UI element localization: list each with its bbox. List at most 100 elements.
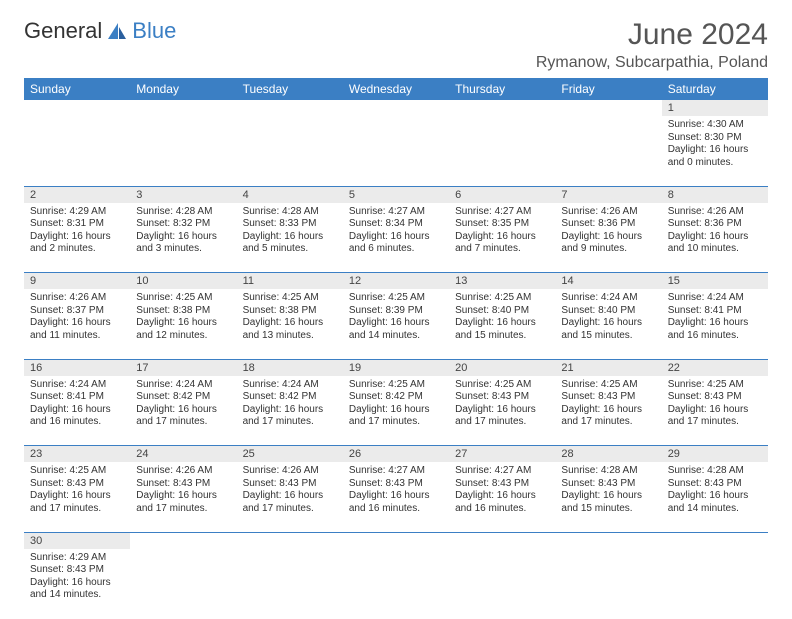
week-content-row: Sunrise: 4:26 AMSunset: 8:37 PMDaylight:… (24, 289, 768, 359)
daylight2-text: and 14 minutes. (349, 330, 443, 343)
day-cell: Sunrise: 4:28 AMSunset: 8:43 PMDaylight:… (555, 462, 661, 532)
daylight1-text: Daylight: 16 hours (243, 231, 337, 244)
daylight1-text: Daylight: 16 hours (349, 404, 443, 417)
sunset-text: Sunset: 8:43 PM (243, 478, 337, 491)
daylight1-text: Daylight: 16 hours (561, 317, 655, 330)
day-number-cell: 3 (130, 186, 236, 203)
daylight1-text: Daylight: 16 hours (30, 231, 124, 244)
sunrise-text: Sunrise: 4:25 AM (455, 379, 549, 392)
weekday-header: Tuesday (237, 78, 343, 100)
day-number-cell (130, 532, 236, 549)
day-number-cell: 25 (237, 446, 343, 463)
sunrise-text: Sunrise: 4:25 AM (561, 379, 655, 392)
sunset-text: Sunset: 8:39 PM (349, 305, 443, 318)
sunset-text: Sunset: 8:31 PM (30, 218, 124, 231)
day-number-cell: 29 (662, 446, 768, 463)
sunset-text: Sunset: 8:43 PM (349, 478, 443, 491)
daylight2-text: and 10 minutes. (668, 243, 762, 256)
day-cell: Sunrise: 4:24 AMSunset: 8:42 PMDaylight:… (130, 376, 236, 446)
sunrise-text: Sunrise: 4:26 AM (30, 292, 124, 305)
day-cell (662, 549, 768, 619)
daylight2-text: and 15 minutes. (561, 330, 655, 343)
day-number-cell: 18 (237, 359, 343, 376)
daylight1-text: Daylight: 16 hours (668, 317, 762, 330)
day-cell: Sunrise: 4:24 AMSunset: 8:42 PMDaylight:… (237, 376, 343, 446)
sunrise-text: Sunrise: 4:24 AM (30, 379, 124, 392)
daylight2-text: and 17 minutes. (349, 416, 443, 429)
day-number-cell (343, 100, 449, 116)
day-number-cell: 12 (343, 273, 449, 290)
day-number-cell: 30 (24, 532, 130, 549)
daylight2-text: and 17 minutes. (30, 503, 124, 516)
day-number-cell: 9 (24, 273, 130, 290)
day-cell: Sunrise: 4:24 AMSunset: 8:41 PMDaylight:… (24, 376, 130, 446)
week-content-row: Sunrise: 4:29 AMSunset: 8:31 PMDaylight:… (24, 203, 768, 273)
sunrise-text: Sunrise: 4:24 AM (668, 292, 762, 305)
day-cell: Sunrise: 4:25 AMSunset: 8:42 PMDaylight:… (343, 376, 449, 446)
sunset-text: Sunset: 8:30 PM (668, 132, 762, 145)
day-cell: Sunrise: 4:27 AMSunset: 8:43 PMDaylight:… (449, 462, 555, 532)
day-cell: Sunrise: 4:28 AMSunset: 8:33 PMDaylight:… (237, 203, 343, 273)
sunrise-text: Sunrise: 4:25 AM (30, 465, 124, 478)
sunrise-text: Sunrise: 4:25 AM (136, 292, 230, 305)
day-number-cell: 21 (555, 359, 661, 376)
week-content-row: Sunrise: 4:25 AMSunset: 8:43 PMDaylight:… (24, 462, 768, 532)
week-content-row: Sunrise: 4:29 AMSunset: 8:43 PMDaylight:… (24, 549, 768, 619)
daylight2-text: and 16 minutes. (668, 330, 762, 343)
daylight2-text: and 16 minutes. (30, 416, 124, 429)
day-cell (24, 116, 130, 186)
day-number-cell: 4 (237, 186, 343, 203)
day-number-cell: 6 (449, 186, 555, 203)
sunrise-text: Sunrise: 4:26 AM (668, 206, 762, 219)
day-number-cell: 5 (343, 186, 449, 203)
daylight1-text: Daylight: 16 hours (30, 577, 124, 590)
day-cell (555, 116, 661, 186)
sunset-text: Sunset: 8:43 PM (668, 391, 762, 404)
daylight1-text: Daylight: 16 hours (243, 404, 337, 417)
daylight1-text: Daylight: 16 hours (561, 231, 655, 244)
daylight1-text: Daylight: 16 hours (668, 490, 762, 503)
weekday-header: Wednesday (343, 78, 449, 100)
daylight2-text: and 17 minutes. (243, 416, 337, 429)
sunset-text: Sunset: 8:40 PM (561, 305, 655, 318)
location: Rymanow, Subcarpathia, Poland (536, 54, 768, 72)
daylight1-text: Daylight: 16 hours (561, 404, 655, 417)
day-cell: Sunrise: 4:27 AMSunset: 8:43 PMDaylight:… (343, 462, 449, 532)
daylight1-text: Daylight: 16 hours (136, 317, 230, 330)
day-cell: Sunrise: 4:28 AMSunset: 8:32 PMDaylight:… (130, 203, 236, 273)
daylight1-text: Daylight: 16 hours (136, 490, 230, 503)
day-number-cell (24, 100, 130, 116)
sunset-text: Sunset: 8:43 PM (455, 391, 549, 404)
daylight2-text: and 15 minutes. (561, 503, 655, 516)
day-number-cell: 11 (237, 273, 343, 290)
daylight1-text: Daylight: 16 hours (349, 231, 443, 244)
day-number-row: 9101112131415 (24, 273, 768, 290)
calendar-body: 1Sunrise: 4:30 AMSunset: 8:30 PMDaylight… (24, 100, 768, 619)
sunset-text: Sunset: 8:38 PM (243, 305, 337, 318)
daylight2-text: and 5 minutes. (243, 243, 337, 256)
daylight2-text: and 14 minutes. (30, 589, 124, 602)
sunrise-text: Sunrise: 4:25 AM (349, 379, 443, 392)
day-number-row: 30 (24, 532, 768, 549)
title-block: June 2024 Rymanow, Subcarpathia, Poland (536, 18, 768, 72)
day-number-cell: 20 (449, 359, 555, 376)
day-number-cell: 13 (449, 273, 555, 290)
sunset-text: Sunset: 8:36 PM (668, 218, 762, 231)
daylight2-text: and 2 minutes. (30, 243, 124, 256)
sunset-text: Sunset: 8:43 PM (455, 478, 549, 491)
daylight1-text: Daylight: 16 hours (455, 490, 549, 503)
sunrise-text: Sunrise: 4:28 AM (136, 206, 230, 219)
day-number-row: 16171819202122 (24, 359, 768, 376)
daylight2-text: and 17 minutes. (668, 416, 762, 429)
daylight1-text: Daylight: 16 hours (561, 490, 655, 503)
day-cell: Sunrise: 4:25 AMSunset: 8:43 PMDaylight:… (449, 376, 555, 446)
sunset-text: Sunset: 8:33 PM (243, 218, 337, 231)
sunset-text: Sunset: 8:35 PM (455, 218, 549, 231)
sunrise-text: Sunrise: 4:24 AM (561, 292, 655, 305)
sunset-text: Sunset: 8:43 PM (561, 391, 655, 404)
sunset-text: Sunset: 8:34 PM (349, 218, 443, 231)
logo-text-general: General (24, 18, 102, 44)
day-number-cell: 16 (24, 359, 130, 376)
daylight1-text: Daylight: 16 hours (243, 317, 337, 330)
daylight1-text: Daylight: 16 hours (455, 404, 549, 417)
